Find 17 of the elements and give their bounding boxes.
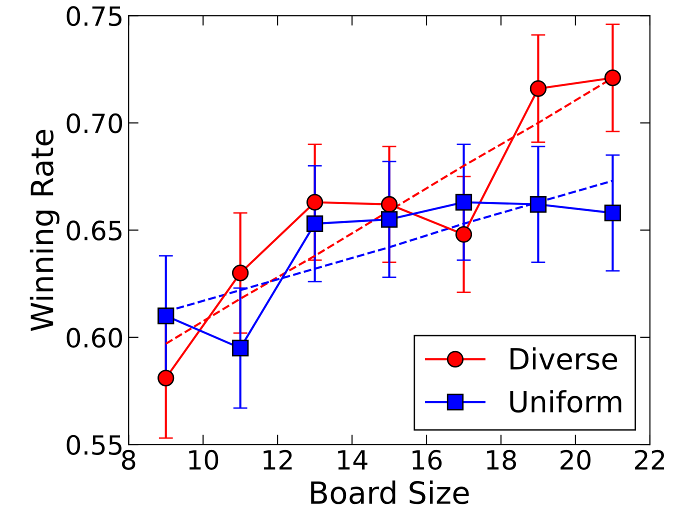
x-tick-label: 16 [412, 450, 442, 470]
x-tick-label: 22 [635, 450, 664, 470]
x-tick-label: 18 [487, 450, 516, 470]
x-axis-title: Board Size [311, 480, 469, 504]
x-tick-label: 12 [264, 450, 292, 470]
y-axis-title: Winning Rate [30, 130, 60, 331]
y-tick-label: 0.55 [66, 434, 122, 455]
x-tick-label: 20 [560, 450, 590, 470]
x-tick-label: 10 [189, 450, 218, 470]
y-tick-label: 0.70 [66, 113, 122, 134]
x-tick-label: 14 [338, 450, 368, 470]
legend-label: Uniform [510, 390, 622, 413]
y-tick-label: 0.75 [66, 6, 122, 26]
y-tick-label: 0.60 [66, 328, 122, 348]
x-tick-label: 8 [122, 450, 136, 470]
y-tick-label: 0.65 [66, 220, 122, 241]
legend-label: Diverse [510, 347, 618, 370]
